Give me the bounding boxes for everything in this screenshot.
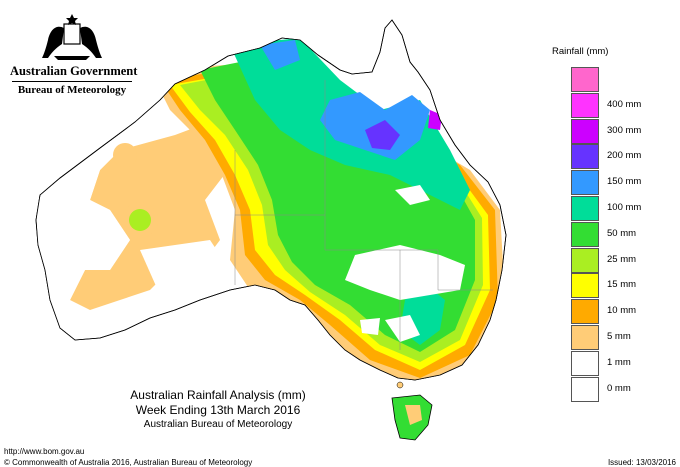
legend-swatch <box>571 273 599 299</box>
legend-swatch <box>571 325 599 350</box>
legend-label: 15 mm <box>607 279 637 291</box>
legend-swatch <box>571 376 599 402</box>
map-title: Australian Rainfall Analysis (mm) <box>130 388 306 402</box>
legend-label: 5 mm <box>607 331 631 342</box>
legend-label: 50 mm <box>607 227 637 239</box>
copyright-text: © Commonwealth of Australia 2016, Austra… <box>4 458 253 467</box>
issued-date: Issued: 13/03/2016 <box>607 458 676 467</box>
legend-label: 25 mm <box>607 253 637 265</box>
legend-title: Rainfall (mm) <box>552 46 609 57</box>
legend-label: 10 mm <box>607 305 637 317</box>
legend-swatch <box>571 144 599 170</box>
legend-label: 300 mm <box>607 124 642 136</box>
logo-divider <box>12 81 132 82</box>
legend-swatch <box>571 170 599 196</box>
legend-swatch <box>571 221 599 247</box>
coat-of-arms-icon <box>42 14 102 60</box>
legend-swatch <box>571 299 599 325</box>
legend-swatch <box>571 118 599 144</box>
legend-label: 1 mm <box>607 356 631 368</box>
legend-label: 200 mm <box>607 150 642 162</box>
legend-swatch <box>571 196 599 221</box>
legend-label: 400 mm <box>607 98 642 110</box>
legend-label: 150 mm <box>607 176 642 188</box>
legend-swatch <box>571 92 599 118</box>
website-link[interactable]: http://www.bom.gov.au <box>4 447 85 456</box>
legend-swatch <box>571 247 599 273</box>
legend-label: 0 mm <box>607 382 631 394</box>
legend-swatch <box>571 67 599 92</box>
map-source: Australian Bureau of Meteorology <box>143 419 293 430</box>
government-title: Australian Government <box>10 64 138 78</box>
legend-label: 100 mm <box>607 202 642 213</box>
map-title-block: Australian Rainfall Analysis (mm) Week E… <box>118 388 318 431</box>
map-period: Week Ending 13th March 2016 <box>135 403 301 417</box>
legend-swatch <box>571 350 599 376</box>
bureau-title: Bureau of Meteorology <box>17 84 127 96</box>
